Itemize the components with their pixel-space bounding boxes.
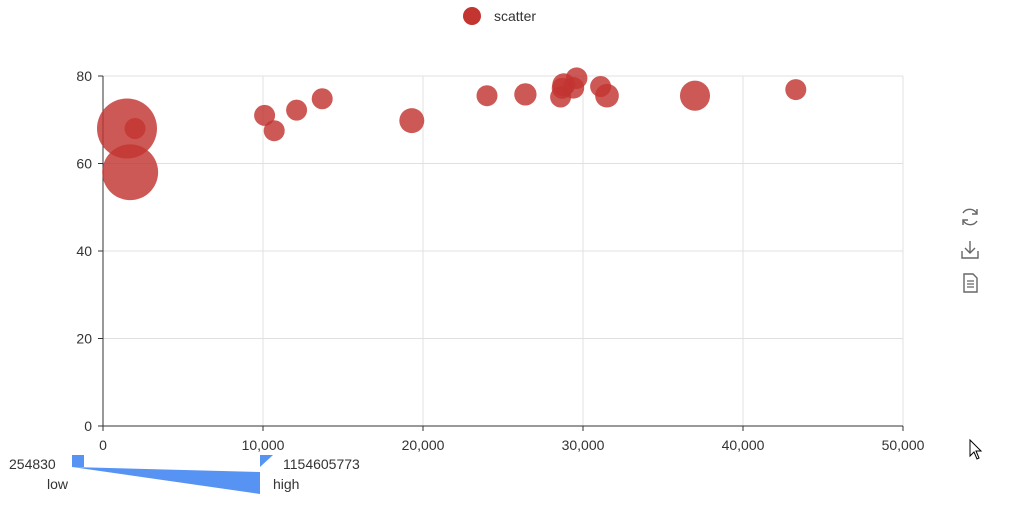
x-tick-label: 40,000 — [722, 437, 765, 453]
scatter-point — [124, 118, 146, 139]
x-tick-label: 0 — [99, 437, 107, 453]
x-tick-label: 10,000 — [242, 437, 285, 453]
grid-lines — [103, 75, 904, 426]
visual-map-max-handle — [260, 455, 273, 467]
visual-map-high-label: high — [273, 476, 300, 492]
y-tick-label: 60 — [76, 156, 92, 172]
tick-labels: 0 20 40 60 80 0 10,000 20,000 30,000 40,000 50,000 — [76, 68, 924, 453]
scatter-point — [785, 79, 807, 101]
scatter-point — [514, 83, 537, 106]
legend[interactable]: scatter — [463, 6, 536, 26]
y-tick-label: 40 — [76, 243, 92, 259]
mouse-cursor-icon — [969, 438, 983, 466]
scatter-point — [595, 83, 619, 108]
visual-map-min-label: 254830 — [9, 456, 56, 472]
visual-map-range — [72, 467, 260, 494]
visual-map-max-label: 1154605773 — [283, 456, 360, 472]
scatter-point — [263, 120, 285, 142]
visual-map-low-label: low — [47, 476, 69, 492]
x-tick-label: 30,000 — [562, 437, 605, 453]
scatter-point — [399, 108, 425, 134]
toolbox — [958, 205, 984, 304]
y-tick-label: 0 — [84, 418, 92, 434]
scatter-point — [476, 85, 498, 107]
legend-label: scatter — [494, 8, 537, 24]
download-icon[interactable] — [958, 238, 982, 262]
scatter-point — [254, 104, 276, 126]
scatter-point — [286, 99, 308, 121]
scatter-point — [311, 88, 333, 110]
scatter-series — [97, 67, 807, 201]
y-tick-label: 20 — [76, 331, 92, 347]
axes — [98, 75, 904, 431]
scatter-point — [679, 80, 711, 111]
scatter-point — [565, 67, 588, 90]
data-view-icon[interactable] — [958, 271, 982, 295]
visual-map-min-handle — [72, 455, 84, 467]
x-tick-label: 50,000 — [882, 437, 925, 453]
scatter-point — [102, 144, 159, 201]
visual-map-bar — [72, 455, 273, 494]
legend-marker — [463, 7, 481, 25]
x-tick-label: 20,000 — [402, 437, 445, 453]
y-tick-label: 80 — [76, 68, 92, 84]
refresh-icon[interactable] — [958, 205, 982, 229]
